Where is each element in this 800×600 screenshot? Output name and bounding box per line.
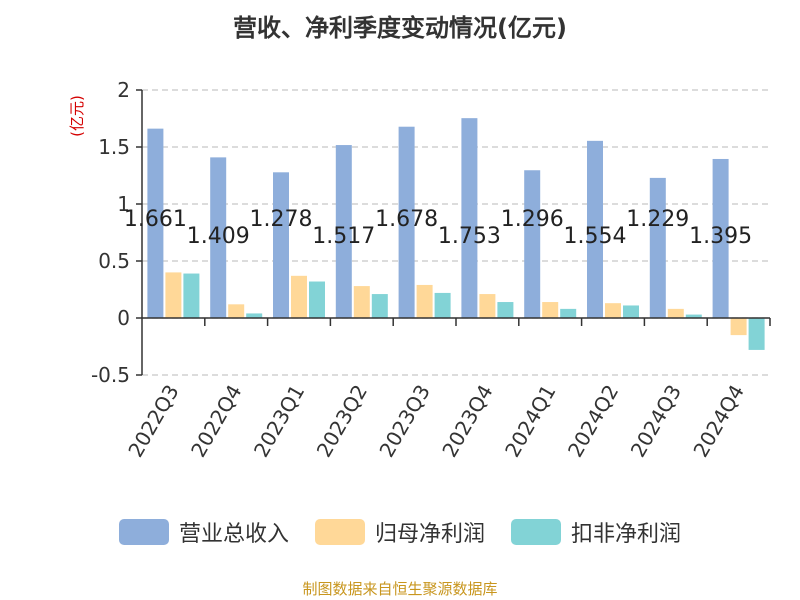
bar-net-profit (667, 308, 684, 318)
bar-revenue (524, 170, 541, 318)
bar-revenue (147, 128, 164, 318)
bar-deducted-profit (685, 314, 702, 318)
bar-deducted-profit (623, 305, 639, 318)
bar-deducted-profit (183, 273, 200, 318)
legend: 营业总收入 归母净利润 扣非净利润 (0, 516, 800, 548)
bar-deducted-profit (497, 302, 514, 318)
legend-label-deducted-profit: 扣非净利润 (571, 522, 682, 547)
x-tick-label: 2024Q4 (688, 381, 748, 462)
y-tick-label: -0.5 (91, 363, 130, 387)
data-label-revenue: 1.517 (312, 224, 375, 249)
bar-revenue (712, 158, 729, 318)
bar-revenue (587, 140, 603, 318)
bar-deducted-profit (309, 281, 325, 318)
legend-item-deducted-profit[interactable]: 扣非净利润 (511, 516, 681, 548)
legend-swatch-revenue (118, 519, 169, 545)
data-labels: 1.6611.4091.2781.5171.6781.7531.2961.554… (124, 207, 752, 249)
data-label-revenue: 1.296 (501, 207, 564, 232)
chart-title: 营收、净利季度变动情况(亿元) (233, 14, 567, 42)
bar-net-profit (291, 275, 307, 318)
bar-revenue (398, 126, 415, 318)
bar-net-profit (228, 304, 245, 318)
x-tick-label: 2023Q3 (374, 381, 434, 462)
y-tick-label: 2 (117, 78, 130, 102)
bar-revenue (649, 177, 666, 318)
data-label-revenue: 1.395 (689, 224, 752, 249)
gridlines (142, 89, 770, 376)
y-tick-label: 1.5 (98, 135, 130, 159)
legend-label-revenue: 营业总收入 (178, 522, 289, 547)
bar-deducted-profit (434, 292, 451, 318)
bar-revenue (273, 172, 289, 318)
bar-deducted-profit (748, 318, 765, 350)
bar-net-profit (730, 318, 747, 336)
data-label-revenue: 1.678 (375, 207, 438, 232)
data-label-revenue: 1.229 (626, 207, 689, 232)
bar-revenue (461, 118, 478, 319)
bar-revenue (210, 157, 227, 318)
source-note: 制图数据来自恒生聚源数据库 (302, 580, 498, 598)
y-tick-label: 1 (117, 192, 130, 216)
bar-net-profit (605, 303, 621, 318)
x-tick-label: 2023Q2 (312, 381, 372, 462)
data-label-revenue: 1.753 (438, 224, 501, 249)
y-tick-label: 0.5 (98, 249, 130, 273)
data-label-revenue: 1.554 (564, 224, 627, 249)
bar-net-profit (165, 272, 182, 318)
x-tick-label: 2023Q4 (437, 381, 497, 462)
bar-deducted-profit (560, 308, 577, 318)
legend-item-revenue[interactable]: 营业总收入 (118, 516, 289, 548)
x-tick-label: 2023Q1 (249, 381, 309, 462)
legend-swatch-deducted-profit (511, 519, 561, 545)
legend-swatch-net-profit (314, 519, 365, 545)
x-tick-label: 2024Q1 (500, 381, 560, 462)
bar-net-profit (479, 294, 496, 318)
bar-deducted-profit (246, 313, 263, 318)
data-label-revenue: 1.409 (187, 224, 250, 249)
y-tick-label: 0 (117, 306, 130, 330)
data-label-revenue: 1.661 (124, 207, 187, 232)
data-label-revenue: 1.278 (250, 207, 313, 232)
x-tick-label: 2022Q3 (123, 381, 183, 462)
bar-net-profit (416, 284, 433, 318)
bar-revenue (335, 145, 352, 318)
y-axis-label: (亿元) (68, 95, 86, 137)
legend-label-net-profit: 归母净利润 (374, 522, 485, 547)
bar-deducted-profit (371, 294, 388, 318)
x-tick-label: 2024Q3 (626, 381, 686, 462)
bars (147, 118, 765, 350)
legend-item-net-profit[interactable]: 归母净利润 (314, 516, 485, 548)
x-tick-label: 2024Q2 (563, 381, 623, 462)
bar-net-profit (353, 286, 370, 318)
x-tick-label: 2022Q4 (186, 381, 246, 462)
bar-net-profit (542, 302, 559, 318)
